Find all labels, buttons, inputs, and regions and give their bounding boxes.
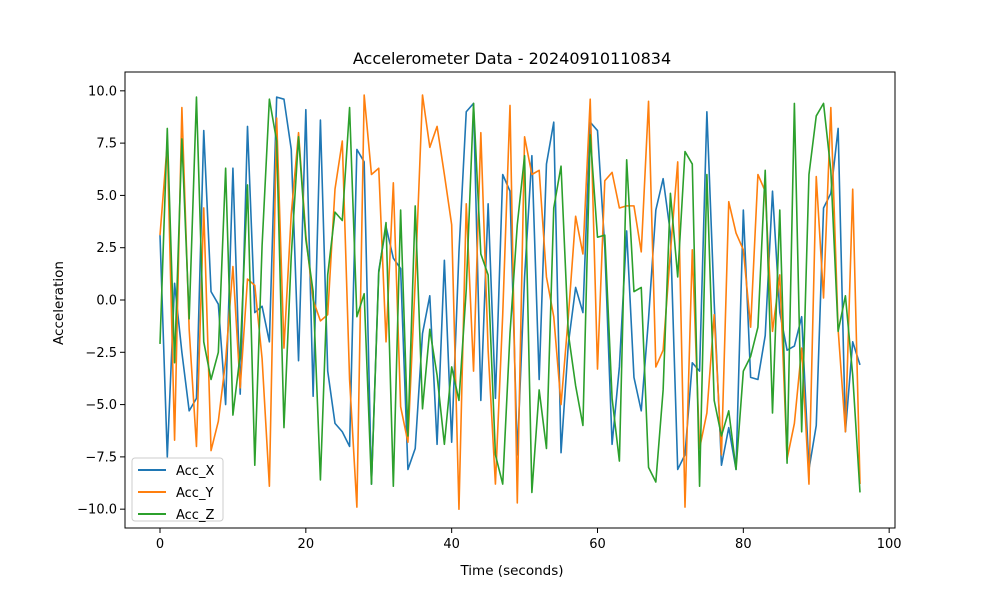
x-axis-ticks: 0 20 40 60 80 100 [156, 528, 902, 552]
y-tick-label: 10.0 [88, 84, 117, 99]
x-tick-label: 0 [156, 537, 164, 552]
y-tick-label: 5.0 [96, 189, 117, 204]
x-tick-label: 80 [735, 537, 752, 552]
y-tick-label: −7.5 [85, 450, 117, 465]
y-tick-label: −10.0 [77, 503, 117, 518]
plot-lines [159, 94, 861, 510]
legend-label-acc-z: Acc_Z [176, 508, 214, 523]
y-tick-label: 2.5 [96, 241, 117, 256]
y-axis-ticks: −10.0 −7.5 −5.0 −2.5 0.0 2.5 5.0 7.5 10.0 [77, 84, 125, 518]
x-tick-label: 40 [443, 537, 460, 552]
legend-label-acc-y: Acc_Y [176, 486, 213, 501]
x-tick-label: 60 [589, 537, 606, 552]
y-tick-label: 7.5 [96, 137, 117, 152]
legend-label-acc-x: Acc_X [176, 464, 214, 479]
x-tick-label: 20 [298, 537, 315, 552]
x-axis-label: Time (seconds) [459, 563, 563, 579]
x-tick-label: 100 [877, 537, 902, 552]
y-tick-label: 0.0 [96, 294, 117, 309]
series-line-acc-x [159, 96, 861, 485]
series-line-acc-y [159, 94, 861, 510]
y-axis-label: Acceleration [51, 261, 67, 345]
series-line-acc-z [159, 96, 861, 494]
legend: Acc_X Acc_Y Acc_Z [131, 457, 224, 523]
legend-box [131, 457, 224, 522]
chart-title: Accelerometer Data - 20240910110834 [353, 49, 671, 68]
y-tick-label: −5.0 [85, 398, 117, 413]
y-tick-label: −2.5 [85, 346, 117, 361]
